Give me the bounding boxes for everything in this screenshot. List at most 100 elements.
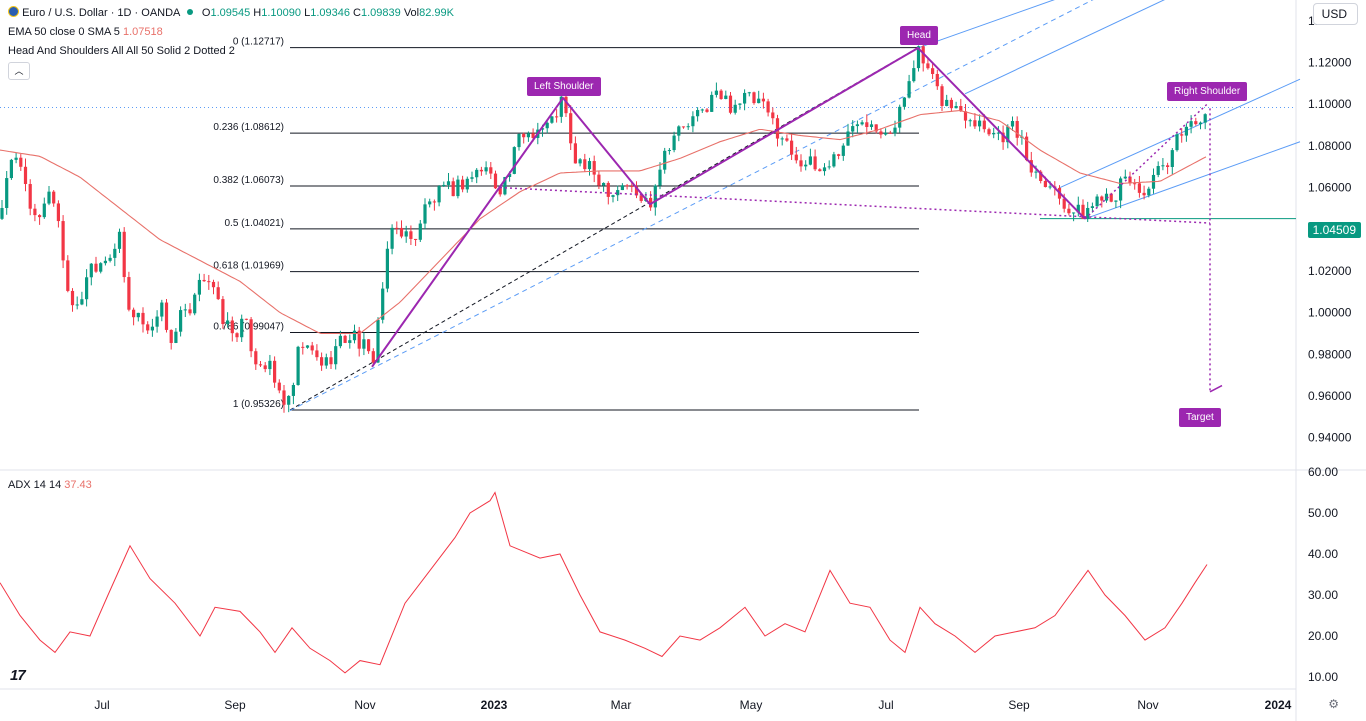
candle-body xyxy=(663,150,667,170)
candle-body xyxy=(799,160,803,167)
candle-body xyxy=(465,178,469,190)
candle-body xyxy=(1039,171,1043,181)
candle-body xyxy=(658,169,662,186)
candle-body xyxy=(1076,204,1080,213)
price-tick-label: 1.06000 xyxy=(1308,181,1352,195)
candle-body xyxy=(921,46,925,64)
candle-body xyxy=(1166,165,1170,167)
candle-body xyxy=(164,302,169,330)
candle-body xyxy=(733,104,737,113)
candle-body xyxy=(804,164,808,167)
candle-body xyxy=(470,177,474,179)
candle-body xyxy=(1156,166,1160,175)
candle-body xyxy=(945,99,949,106)
volume-label: Vol xyxy=(403,7,420,19)
candle-body xyxy=(489,167,493,174)
currency-button[interactable]: USD xyxy=(1312,3,1358,25)
candle-body xyxy=(320,357,324,366)
candle-body xyxy=(75,304,79,306)
candle-body xyxy=(179,310,183,332)
candle-body xyxy=(296,346,300,385)
candle-body xyxy=(508,173,512,177)
candle-body xyxy=(132,309,136,318)
candle-body xyxy=(446,181,451,185)
candle-body xyxy=(714,90,718,95)
candle-body xyxy=(117,231,122,249)
candle-body xyxy=(832,154,836,167)
channel-line xyxy=(1084,141,1301,220)
candle-body xyxy=(1048,186,1052,188)
candle-body xyxy=(150,326,154,331)
candle-body xyxy=(160,302,164,317)
candle-body xyxy=(681,126,686,128)
hs-legend[interactable]: Head And Shoulders All All 50 Solid 2 Do… xyxy=(8,45,235,57)
time-tick-label: Sep xyxy=(224,698,246,712)
candle-body xyxy=(385,248,389,289)
candle-body xyxy=(931,68,935,74)
candle-body xyxy=(235,333,239,338)
candle-body xyxy=(982,120,986,130)
candle-body xyxy=(785,138,789,141)
candle-body xyxy=(338,335,342,347)
candle-body xyxy=(973,120,977,127)
target-arrow xyxy=(1209,384,1223,393)
candle-body xyxy=(775,118,780,139)
candle-body xyxy=(963,111,968,121)
candle-body xyxy=(456,179,460,197)
channel-line xyxy=(964,0,1165,95)
candle-body xyxy=(66,260,70,291)
time-tick-label: Jul xyxy=(878,698,893,712)
time-tick-label: Nov xyxy=(354,698,375,712)
candle-body xyxy=(475,169,479,178)
candle-body xyxy=(240,318,244,338)
candle-body xyxy=(230,320,234,334)
candle-body xyxy=(573,143,577,164)
right-shoulder-label[interactable]: Right Shoulder xyxy=(1167,82,1248,101)
candle-body xyxy=(602,182,606,186)
candle-body xyxy=(1133,183,1137,185)
candles-group xyxy=(0,43,1207,413)
candle-body xyxy=(677,126,681,136)
candle-body xyxy=(5,178,9,208)
settings-icon[interactable]: ⚙ xyxy=(1328,697,1339,711)
candle-body xyxy=(1015,120,1019,138)
candle-body xyxy=(28,184,32,209)
left-shoulder-label[interactable]: Left Shoulder xyxy=(527,77,601,96)
candle-body xyxy=(757,98,761,104)
price-tick-label: 1.12000 xyxy=(1308,56,1352,70)
candle-body xyxy=(188,309,192,314)
price-tick-label: 0.94000 xyxy=(1308,431,1352,445)
candle-body xyxy=(423,204,427,224)
candle-body xyxy=(996,132,1000,134)
collapse-legend-button[interactable]: ︿ xyxy=(8,62,30,80)
candle-body xyxy=(874,124,878,132)
adx-legend[interactable]: ADX 14 14 37.43 xyxy=(8,479,92,491)
candle-body xyxy=(1006,126,1010,143)
price-tick-label: 0.96000 xyxy=(1308,389,1352,403)
symbol-legend[interactable]: Euro / U.S. Dollar · 1D · OANDA O1.09545… xyxy=(8,6,454,19)
candle-body xyxy=(503,176,507,195)
ema-legend[interactable]: EMA 50 close 0 SMA 5 1.07518 xyxy=(8,26,163,38)
candle-body xyxy=(352,330,357,341)
adx-label: ADX 14 14 xyxy=(8,479,62,491)
candle-body xyxy=(954,106,958,109)
candle-body xyxy=(113,248,117,258)
candle-body xyxy=(907,81,911,98)
volume-value: 82.99K xyxy=(419,7,454,19)
adx-tick-label: 30.00 xyxy=(1308,588,1338,602)
channel-line xyxy=(289,0,1094,412)
candle-body xyxy=(1142,192,1146,196)
candle-body xyxy=(484,167,488,172)
candle-body xyxy=(1034,171,1038,173)
candle-body xyxy=(263,365,267,370)
fib-level-label: 0 (1.12717) xyxy=(233,37,284,48)
candle-body xyxy=(935,73,939,87)
candle-body xyxy=(1175,134,1179,151)
head-label[interactable]: Head xyxy=(900,26,938,45)
candle-body xyxy=(14,157,18,160)
candle-body xyxy=(790,140,794,155)
candle-body xyxy=(1109,193,1113,202)
candle-body xyxy=(479,169,483,172)
target-label[interactable]: Target xyxy=(1179,408,1221,427)
